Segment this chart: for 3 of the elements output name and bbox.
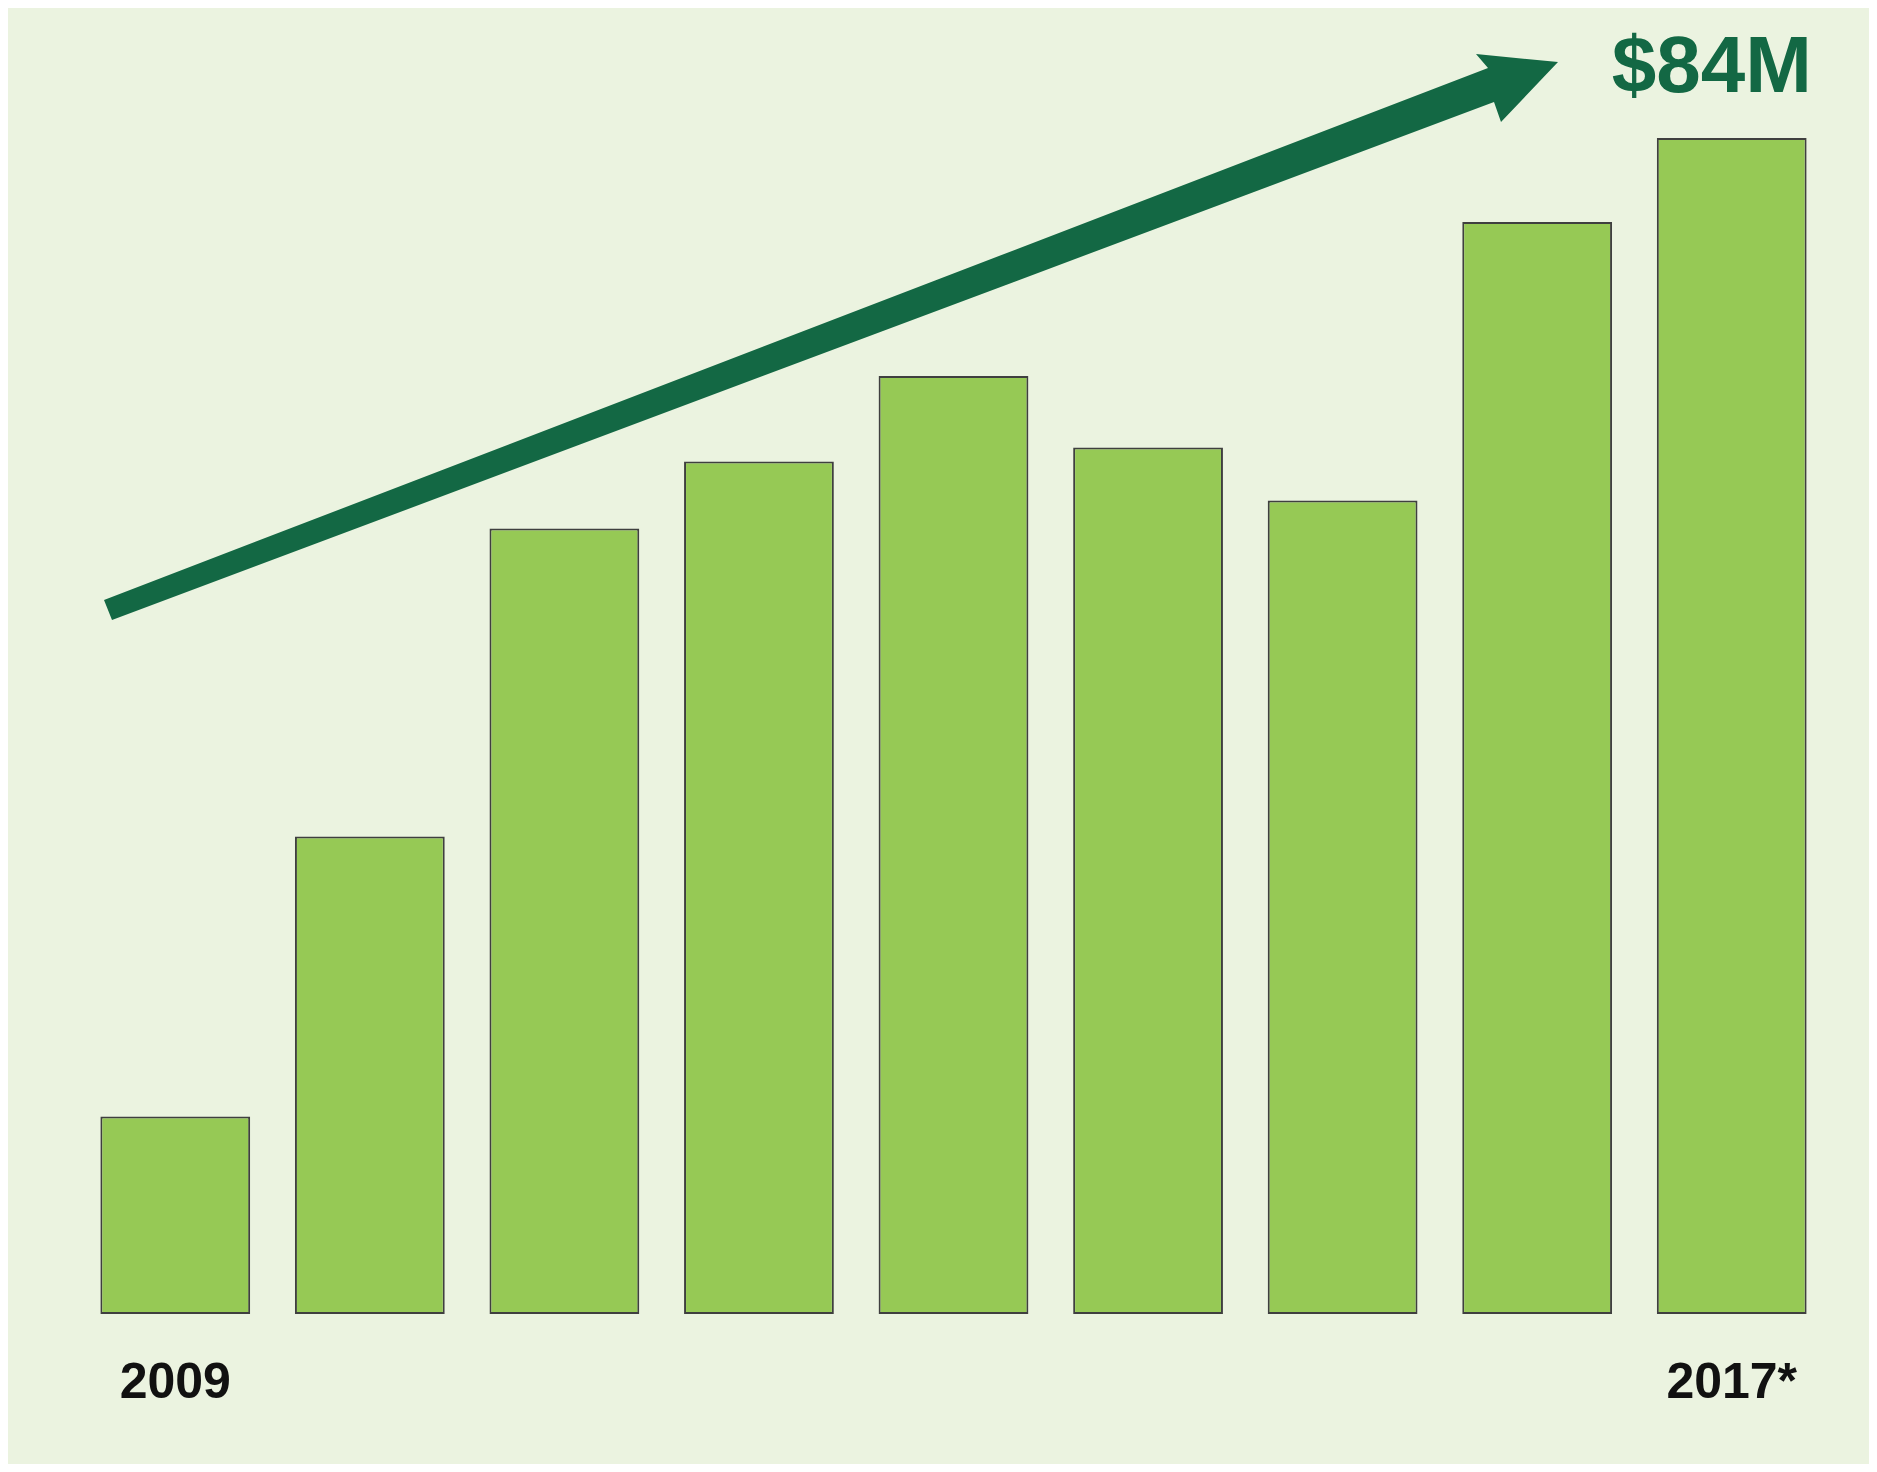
x-tick-label: 2009 <box>119 1352 231 1409</box>
x-tick-label: 2017* <box>1666 1352 1798 1409</box>
data-label: $84M <box>1611 20 1812 110</box>
